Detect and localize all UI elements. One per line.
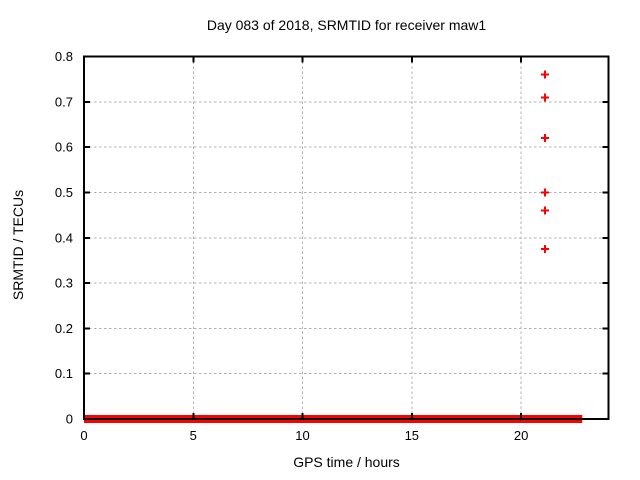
x-axis-label: GPS time / hours — [293, 454, 400, 470]
y-tick-label: 0.3 — [55, 276, 73, 291]
y-tick-label: 0.5 — [55, 185, 73, 200]
x-tick-label: 15 — [405, 428, 419, 443]
y-tick-label: 0.1 — [55, 366, 73, 381]
y-tick-label: 0.2 — [55, 321, 73, 336]
y-tick-label: 0 — [66, 412, 73, 427]
chart-title: Day 083 of 2018, SRMTID for receiver maw… — [206, 17, 487, 33]
y-tick-label: 0.8 — [55, 49, 73, 64]
y-tick-label: 0.6 — [55, 140, 73, 155]
x-tick-label: 10 — [295, 428, 309, 443]
x-tick-label: 20 — [514, 428, 528, 443]
y-axis-label: SRMTID / TECUs — [10, 189, 26, 301]
x-tick-label: 5 — [190, 428, 197, 443]
y-tick-label: 0.7 — [55, 94, 73, 109]
x-tick-label: 0 — [80, 428, 87, 443]
y-tick-label: 0.4 — [55, 230, 73, 245]
